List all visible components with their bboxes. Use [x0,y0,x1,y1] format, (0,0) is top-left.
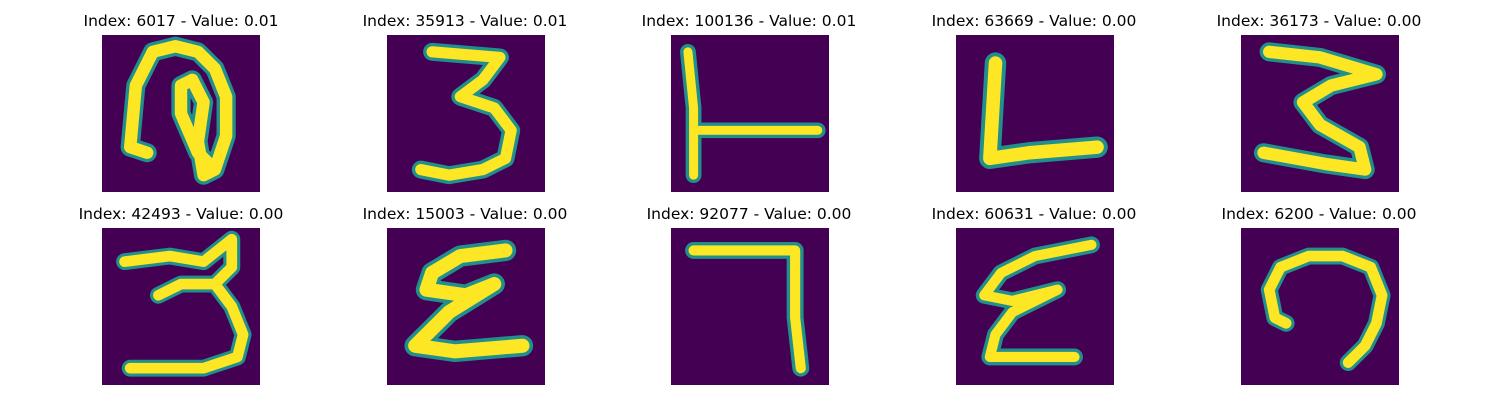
panel: Index: 100136 - Value: 0.01 [599,0,899,192]
digit-image [387,228,545,385]
panel-title: Index: 35913 - Value: 0.01 [362,12,568,30]
digit-image [956,35,1114,192]
digit-image [671,228,829,385]
panel-title: Index: 6200 - Value: 0.00 [1221,205,1417,223]
panel: Index: 6017 - Value: 0.01 [31,0,331,192]
panel-title: Index: 92077 - Value: 0.00 [646,205,852,223]
panel: Index: 15003 - Value: 0.00 [315,193,615,385]
digit-image [1241,228,1399,385]
panel-title: Index: 42493 - Value: 0.00 [78,205,284,223]
panel-title: Index: 60631 - Value: 0.00 [931,205,1137,223]
panel-title: Index: 15003 - Value: 0.00 [362,205,568,223]
digit-image [956,228,1114,385]
panel: Index: 63669 - Value: 0.00 [884,0,1184,192]
panel-title: Index: 100136 - Value: 0.01 [641,12,857,30]
digit-image [102,35,260,192]
panel: Index: 35913 - Value: 0.01 [315,0,615,192]
digit-image [1241,35,1399,192]
panel: Index: 60631 - Value: 0.00 [884,193,1184,385]
panel-title: Index: 36173 - Value: 0.00 [1216,12,1422,30]
panel-title: Index: 6017 - Value: 0.01 [83,12,279,30]
digit-image [671,35,829,192]
digit-image [102,228,260,385]
panel: Index: 42493 - Value: 0.00 [31,193,331,385]
panel: Index: 92077 - Value: 0.00 [599,193,899,385]
panel: Index: 36173 - Value: 0.00 [1169,0,1469,192]
panel-title: Index: 63669 - Value: 0.00 [931,12,1137,30]
panel: Index: 6200 - Value: 0.00 [1169,193,1469,385]
digit-image [387,35,545,192]
